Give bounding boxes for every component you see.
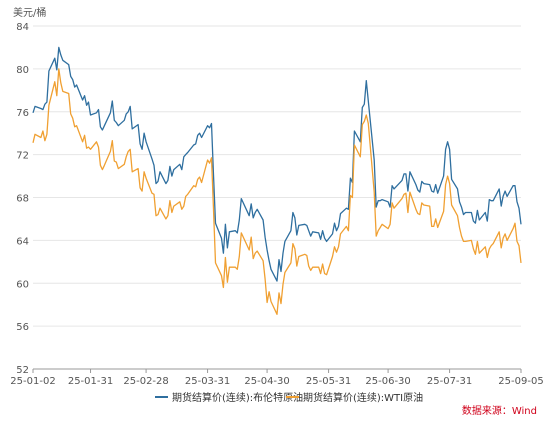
y-tick-label: 68 (16, 194, 29, 205)
y-tick-label: 80 (16, 65, 29, 76)
legend-label-wti: 期货结算价(连续):WTI原油 (303, 391, 423, 404)
x-tick-label: 25-06-30 (365, 376, 410, 387)
x-tick-label: 25-09-05 (498, 376, 543, 387)
y-tick-label: 76 (16, 108, 29, 119)
x-tick-label: 25-01-02 (10, 376, 55, 387)
y-tick-label: 52 (16, 365, 29, 376)
x-tick-label: 25-01-31 (68, 376, 113, 387)
y-tick-label: 72 (16, 151, 29, 162)
gridlines (33, 25, 521, 370)
x-tick-label: 25-04-30 (244, 376, 289, 387)
y-tick-label: 84 (16, 22, 29, 33)
series-lines (32, 46, 522, 315)
x-tick-label: 25-07-31 (427, 376, 472, 387)
y-axis-ticks: 52 56 60 64 68 72 76 80 84 (16, 22, 29, 376)
legend-item-brent[interactable]: 期货结算价(连续):布伦特原油 (155, 391, 303, 404)
data-source-note: 数据来源：Wind (462, 404, 537, 417)
y-tick-label: 56 (16, 322, 29, 333)
y-tick-label: 60 (16, 279, 29, 290)
x-tick-label: 25-05-31 (306, 376, 351, 387)
series-line-brent (32, 46, 522, 282)
x-tick-label: 25-02-28 (123, 376, 168, 387)
x-tick-label: 25-03-31 (185, 376, 230, 387)
x-axis-ticks: 25-01-02 25-01-31 25-02-28 25-03-31 25-04-30… (10, 369, 544, 387)
series-line-wti (32, 68, 522, 315)
y-tick-label: 64 (16, 236, 29, 247)
y-axis-unit-label: 美元/桶 (13, 6, 46, 19)
legend: 期货结算价(连续):布伦特原油 期货结算价(连续):WTI原油 (155, 391, 423, 404)
legend-item-wti[interactable]: 期货结算价(连续):WTI原油 (286, 391, 423, 404)
legend-label-brent: 期货结算价(连续):布伦特原油 (172, 391, 303, 404)
